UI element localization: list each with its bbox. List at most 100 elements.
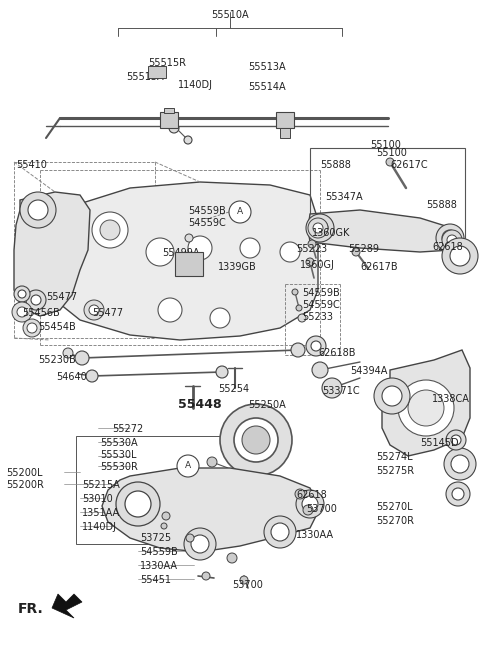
Text: 55477: 55477 bbox=[46, 292, 77, 302]
Circle shape bbox=[312, 362, 328, 378]
Circle shape bbox=[408, 390, 444, 426]
Circle shape bbox=[146, 238, 174, 266]
Circle shape bbox=[306, 214, 334, 242]
Circle shape bbox=[12, 302, 32, 322]
Text: 55530R: 55530R bbox=[100, 462, 138, 472]
Circle shape bbox=[242, 426, 270, 454]
Circle shape bbox=[89, 305, 99, 315]
Circle shape bbox=[177, 455, 199, 477]
Text: 55289: 55289 bbox=[348, 244, 379, 254]
Text: 55233: 55233 bbox=[302, 312, 333, 322]
Circle shape bbox=[186, 534, 194, 542]
Circle shape bbox=[100, 220, 120, 240]
Circle shape bbox=[447, 235, 457, 245]
Circle shape bbox=[17, 307, 27, 317]
Circle shape bbox=[312, 220, 328, 236]
Text: 54559C: 54559C bbox=[188, 218, 226, 228]
Text: 55448: 55448 bbox=[178, 398, 222, 411]
Text: 1140DJ: 1140DJ bbox=[82, 522, 117, 532]
Text: 55145D: 55145D bbox=[420, 438, 458, 448]
Circle shape bbox=[240, 576, 248, 584]
Circle shape bbox=[75, 351, 89, 365]
Text: 55270R: 55270R bbox=[376, 516, 414, 526]
Circle shape bbox=[436, 224, 464, 252]
Circle shape bbox=[311, 341, 321, 351]
Circle shape bbox=[86, 370, 98, 382]
Text: 1330AA: 1330AA bbox=[140, 561, 178, 571]
Text: 54640: 54640 bbox=[56, 372, 87, 382]
Circle shape bbox=[23, 319, 41, 337]
Circle shape bbox=[451, 455, 469, 473]
Text: 55270L: 55270L bbox=[376, 502, 413, 512]
Circle shape bbox=[28, 200, 48, 220]
Text: FR.: FR. bbox=[18, 602, 44, 616]
Circle shape bbox=[313, 223, 323, 233]
Bar bbox=[164, 108, 174, 113]
Text: 55254: 55254 bbox=[218, 384, 249, 394]
Circle shape bbox=[296, 490, 324, 518]
Circle shape bbox=[271, 523, 289, 541]
Circle shape bbox=[446, 430, 466, 450]
Text: 55513A: 55513A bbox=[126, 72, 164, 82]
Polygon shape bbox=[14, 192, 90, 316]
Circle shape bbox=[161, 523, 167, 529]
Circle shape bbox=[116, 482, 160, 526]
Circle shape bbox=[207, 457, 217, 467]
Circle shape bbox=[27, 323, 37, 333]
Text: 55100: 55100 bbox=[370, 140, 401, 150]
Text: 1338CA: 1338CA bbox=[432, 394, 470, 404]
Text: 1351AA: 1351AA bbox=[82, 508, 120, 518]
Polygon shape bbox=[48, 182, 318, 340]
Circle shape bbox=[306, 336, 326, 356]
Text: 62618: 62618 bbox=[432, 242, 463, 252]
Bar bbox=[280, 128, 290, 138]
Circle shape bbox=[308, 218, 328, 238]
Bar bbox=[276, 112, 294, 128]
Circle shape bbox=[84, 300, 104, 320]
Bar bbox=[148, 66, 166, 78]
Text: 55272: 55272 bbox=[112, 424, 143, 434]
Circle shape bbox=[352, 248, 360, 256]
Polygon shape bbox=[102, 468, 320, 552]
Circle shape bbox=[264, 516, 296, 548]
Circle shape bbox=[444, 448, 476, 480]
Text: 62617B: 62617B bbox=[360, 262, 397, 272]
Circle shape bbox=[308, 240, 316, 248]
Circle shape bbox=[303, 505, 313, 515]
Text: 53371C: 53371C bbox=[322, 386, 360, 396]
Circle shape bbox=[188, 236, 212, 260]
Bar bbox=[310, 148, 465, 238]
Circle shape bbox=[220, 404, 292, 476]
Circle shape bbox=[234, 418, 278, 462]
Text: 55347A: 55347A bbox=[325, 192, 362, 202]
Text: 55454B: 55454B bbox=[38, 322, 76, 332]
Circle shape bbox=[398, 380, 454, 436]
Circle shape bbox=[240, 238, 260, 258]
Circle shape bbox=[386, 158, 394, 166]
Circle shape bbox=[202, 572, 210, 580]
Text: 1140DJ: 1140DJ bbox=[178, 80, 213, 90]
Text: A: A bbox=[185, 461, 191, 470]
Polygon shape bbox=[382, 350, 470, 456]
Bar bbox=[160, 112, 178, 128]
Text: 53700: 53700 bbox=[306, 504, 337, 514]
Text: 53725: 53725 bbox=[140, 533, 171, 543]
Text: 55215A: 55215A bbox=[82, 480, 120, 490]
Text: 55510A: 55510A bbox=[211, 10, 249, 20]
Bar bbox=[76, 436, 241, 544]
Circle shape bbox=[184, 528, 216, 560]
Circle shape bbox=[442, 230, 458, 246]
Circle shape bbox=[229, 201, 251, 223]
Circle shape bbox=[63, 348, 73, 358]
Text: 62617C: 62617C bbox=[390, 160, 428, 170]
Text: 1360GJ: 1360GJ bbox=[300, 260, 335, 270]
Circle shape bbox=[450, 246, 470, 266]
Circle shape bbox=[322, 378, 342, 398]
Circle shape bbox=[296, 305, 302, 311]
Circle shape bbox=[26, 290, 46, 310]
Text: 55477: 55477 bbox=[92, 308, 123, 318]
Text: 1360GK: 1360GK bbox=[312, 228, 350, 238]
Text: 55230B: 55230B bbox=[38, 355, 76, 365]
Text: 55514A: 55514A bbox=[248, 82, 286, 92]
Text: 55274L: 55274L bbox=[376, 452, 413, 462]
